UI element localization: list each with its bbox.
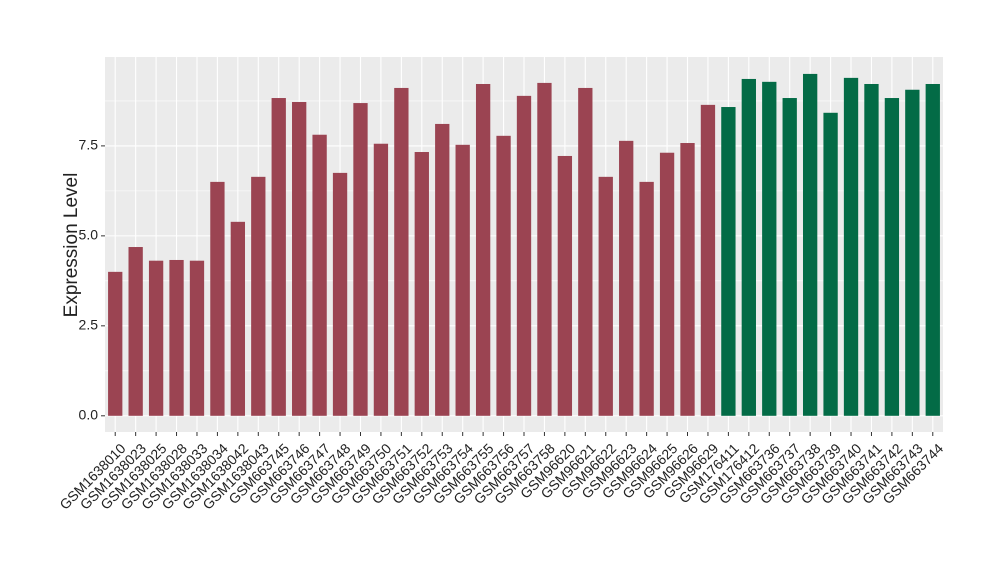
bar xyxy=(925,83,940,416)
bar xyxy=(271,98,286,416)
bar xyxy=(312,134,327,416)
bar xyxy=(700,104,716,416)
bar xyxy=(557,155,573,416)
bar xyxy=(864,83,879,416)
y-tick-label: 0.0 xyxy=(79,407,99,423)
y-axis-label: Expression Level xyxy=(61,173,82,318)
bar xyxy=(108,271,123,416)
y-tick-label: 2.5 xyxy=(79,317,99,333)
bar xyxy=(414,152,429,416)
bar xyxy=(373,143,389,416)
bar xyxy=(475,83,491,416)
bar xyxy=(598,176,613,416)
bar xyxy=(292,101,307,416)
bar xyxy=(516,95,532,416)
bar xyxy=(741,78,756,416)
bar xyxy=(843,77,859,416)
bar xyxy=(128,247,143,416)
bar xyxy=(762,81,777,416)
bar xyxy=(659,152,675,416)
bar xyxy=(435,123,450,416)
bar xyxy=(210,181,225,416)
bar xyxy=(394,87,409,416)
bar xyxy=(169,259,184,416)
bar xyxy=(189,260,205,416)
y-tick-label: 5.0 xyxy=(79,227,99,243)
bar xyxy=(823,112,838,416)
bar xyxy=(537,82,552,416)
bar xyxy=(496,135,511,416)
bar xyxy=(332,172,348,416)
bar xyxy=(578,87,593,416)
bar xyxy=(455,144,470,416)
bar xyxy=(884,98,900,416)
bar xyxy=(230,221,246,416)
bar xyxy=(721,107,736,416)
bar xyxy=(639,181,654,416)
bar xyxy=(905,89,920,416)
bar xyxy=(680,143,695,416)
bar xyxy=(782,98,797,416)
bar xyxy=(619,140,634,416)
bar xyxy=(353,103,368,416)
bar xyxy=(148,260,164,416)
bar xyxy=(802,73,818,416)
y-tick-label: 7.5 xyxy=(79,137,99,153)
bar xyxy=(251,176,266,416)
